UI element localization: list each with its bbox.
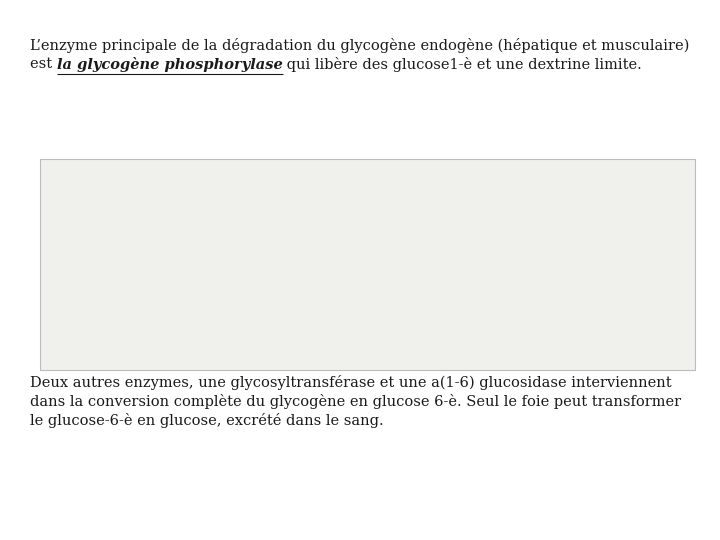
FancyBboxPatch shape	[40, 159, 695, 370]
Text: dans la conversion complète du glycogène en glucose 6-è. Seul le foie peut trans: dans la conversion complète du glycogène…	[30, 394, 681, 409]
Text: le glucose-6-è en glucose, excrété dans le sang.: le glucose-6-è en glucose, excrété dans …	[30, 413, 384, 428]
Text: L’enzyme principale de la dégradation du glycogène endogène (hépatique et muscul: L’enzyme principale de la dégradation du…	[30, 38, 689, 53]
Text: est: est	[30, 57, 57, 71]
Text: Deux autres enzymes, une glycosyltransférase et une a(1-6) glucosidase intervien: Deux autres enzymes, une glycosyltransfé…	[30, 375, 672, 390]
Text: qui libère des glucose1-è et une dextrine limite.: qui libère des glucose1-è et une dextrin…	[282, 57, 642, 72]
Text: la glycogène phosphorylase: la glycogène phosphorylase	[57, 57, 282, 72]
